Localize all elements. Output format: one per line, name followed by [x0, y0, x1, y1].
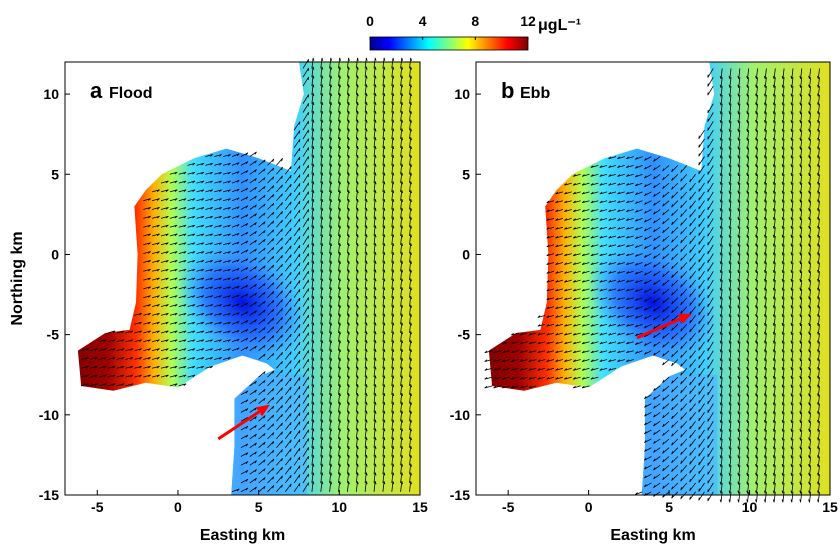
y-tick-label: 0 — [51, 246, 59, 262]
y-tick-label: -10 — [450, 407, 470, 423]
page: {"colorbar": {"lim": [0, 12], "ticks": [… — [0, 0, 840, 549]
y-axis-label: Northing km — [9, 231, 26, 325]
panel-title: Ebb — [520, 85, 550, 102]
colorbar-tick-label: 4 — [419, 13, 427, 29]
x-axis-label: Easting km — [200, 527, 285, 544]
x-tick-label: 0 — [174, 499, 182, 515]
x-tick-label: -5 — [91, 499, 104, 515]
colorbar-tick-label: 12 — [520, 13, 536, 29]
x-tick-label: -5 — [502, 499, 515, 515]
x-tick-label: 10 — [332, 499, 348, 515]
y-tick-label: -15 — [450, 487, 470, 503]
panel-label: a — [90, 78, 103, 103]
x-axis-label: Easting km — [610, 527, 695, 544]
y-tick-label: -5 — [458, 327, 471, 343]
panel: -5 0 5 10 15 -15 -10 -5 0 5 10 Easting km b Ebb — [450, 62, 838, 544]
panel-title: Flood — [109, 85, 153, 102]
y-tick-label: 5 — [462, 166, 470, 182]
colorbar-tick-label: 0 — [366, 13, 374, 29]
x-tick-label: 10 — [742, 499, 758, 515]
x-tick-label: 0 — [585, 499, 593, 515]
y-tick-label: -5 — [47, 327, 60, 343]
y-tick-label: -15 — [39, 487, 59, 503]
panel-label: b — [501, 78, 514, 103]
field-south — [226, 375, 307, 495]
field — [476, 62, 830, 495]
y-tick-label: 10 — [43, 86, 59, 102]
figure: μgL⁻¹ 0 4 8 12 -5 0 5 10 15 -15 -10 -5 0 5 10 Easting k… — [0, 0, 840, 549]
x-tick-label: 5 — [665, 499, 673, 515]
y-tick-label: 0 — [462, 246, 470, 262]
y-tick-label: -10 — [39, 407, 59, 423]
y-tick-label: 10 — [454, 86, 470, 102]
y-tick-label: 5 — [51, 166, 59, 182]
x-tick-label: 15 — [412, 499, 428, 515]
colorbar — [370, 37, 528, 50]
x-tick-label: 15 — [822, 499, 838, 515]
colorbar-tick-label: 8 — [471, 13, 479, 29]
field-south — [637, 375, 717, 495]
colorbar-label: μgL⁻¹ — [538, 17, 581, 34]
x-tick-label: 5 — [255, 499, 263, 515]
panel: -5 0 5 10 15 -15 -10 -5 0 5 10 Easting km Northing k… — [9, 58, 428, 544]
